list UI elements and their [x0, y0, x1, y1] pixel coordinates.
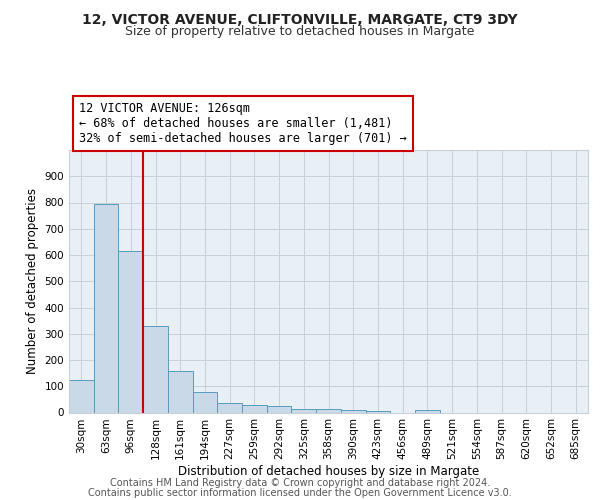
Bar	[341, 410, 365, 412]
Text: Contains HM Land Registry data © Crown copyright and database right 2024.: Contains HM Land Registry data © Crown c…	[110, 478, 490, 488]
Bar	[415, 410, 440, 412]
Text: Contains public sector information licensed under the Open Government Licence v3: Contains public sector information licen…	[88, 488, 512, 498]
Bar	[94, 204, 118, 412]
Bar	[242, 406, 267, 412]
X-axis label: Distribution of detached houses by size in Margate: Distribution of detached houses by size …	[178, 465, 479, 478]
Bar	[118, 251, 143, 412]
Bar	[217, 402, 242, 412]
Text: 12, VICTOR AVENUE, CLIFTONVILLE, MARGATE, CT9 3DY: 12, VICTOR AVENUE, CLIFTONVILLE, MARGATE…	[82, 12, 518, 26]
Bar	[69, 380, 94, 412]
Y-axis label: Number of detached properties: Number of detached properties	[26, 188, 39, 374]
Text: Size of property relative to detached houses in Margate: Size of property relative to detached ho…	[125, 25, 475, 38]
Bar	[168, 370, 193, 412]
Bar	[143, 326, 168, 412]
Text: 12 VICTOR AVENUE: 126sqm
← 68% of detached houses are smaller (1,481)
32% of sem: 12 VICTOR AVENUE: 126sqm ← 68% of detach…	[79, 102, 407, 145]
Bar	[365, 410, 390, 412]
Bar	[292, 408, 316, 412]
Bar	[267, 406, 292, 412]
Bar	[316, 410, 341, 412]
Bar	[193, 392, 217, 412]
